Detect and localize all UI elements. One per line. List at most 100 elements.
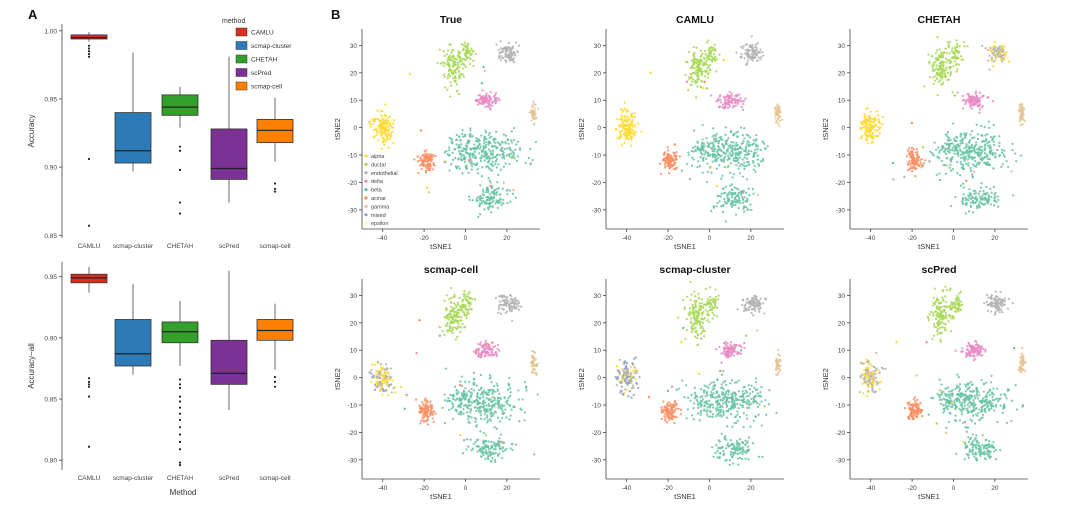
point-beta (701, 171, 704, 174)
point-beta (479, 145, 482, 148)
point-gamma (1018, 103, 1021, 107)
point-delta (732, 106, 735, 109)
point-beta (737, 206, 740, 210)
point-beta (491, 406, 494, 409)
point-acinar (672, 403, 675, 406)
point-ductal (442, 50, 445, 53)
point-ductal (937, 68, 940, 71)
point-acinar (423, 407, 426, 410)
point-delta (491, 354, 494, 357)
point-delta (967, 99, 970, 102)
point-endothelial (750, 308, 754, 311)
point-delta (978, 108, 982, 111)
panel-title: CHETAH (918, 14, 961, 26)
point-ductal (705, 87, 708, 90)
point-acinar (916, 162, 919, 166)
point-alpha (393, 391, 397, 394)
point-beta (709, 142, 712, 145)
point-beta (467, 390, 471, 393)
point-ductal (927, 53, 930, 56)
point-delta (486, 351, 490, 354)
point-alpha (385, 134, 388, 138)
point-beta (469, 404, 472, 407)
point-ductal (470, 47, 473, 50)
point-beta (974, 201, 977, 205)
point-endothelial (512, 57, 516, 60)
point-beta (954, 145, 957, 148)
point-beta (460, 398, 463, 401)
point-beta (737, 197, 741, 200)
point-beta (759, 148, 762, 152)
point-beta (491, 149, 495, 152)
point-alpha (387, 128, 391, 131)
point-ductal (699, 59, 703, 63)
point-beta (510, 130, 513, 133)
point-beta (481, 188, 485, 191)
point-ductal (448, 75, 452, 78)
point-alpha (392, 119, 395, 122)
point-beta (476, 197, 479, 200)
scatter-points (859, 36, 1026, 215)
point-ductal (932, 63, 936, 67)
point-beta (469, 394, 473, 397)
y-tick-label: 0 (841, 125, 845, 132)
point-beta (482, 190, 485, 193)
point-alpha (868, 132, 871, 135)
point-alpha (618, 130, 622, 133)
point-beta (451, 403, 455, 406)
point-beta (965, 162, 968, 165)
point-stray (953, 94, 957, 97)
point-delta (991, 100, 995, 103)
point-ductal (457, 55, 460, 59)
point-alpha (380, 123, 384, 126)
point-ductal (935, 64, 938, 67)
point-delta (481, 89, 484, 92)
point-alpha (387, 146, 390, 149)
point-beta (481, 401, 485, 404)
point-beta (755, 137, 758, 141)
point-ductal (936, 93, 939, 97)
point-acinar (424, 152, 427, 155)
point-beta (713, 147, 717, 151)
point-beta (509, 414, 512, 417)
legend-label: gamma (371, 204, 390, 210)
point-alpha (388, 375, 391, 378)
point-alpha (388, 115, 392, 118)
point-ductal (944, 75, 947, 79)
point-alpha (871, 126, 875, 129)
point-alpha (617, 124, 620, 127)
point-alpha (379, 370, 383, 373)
point-beta (705, 157, 708, 161)
legend-label: beta (371, 188, 383, 194)
point-ductal (450, 58, 453, 61)
point-ductal (464, 49, 467, 52)
point-beta (700, 146, 703, 149)
point-ductal (459, 330, 462, 334)
point-alpha (375, 133, 378, 136)
point-alpha (627, 375, 631, 378)
point-ductal (467, 293, 470, 296)
point-delta (964, 102, 967, 106)
point-beta (745, 164, 748, 168)
point-endothelial (1002, 47, 1005, 50)
point-delta (494, 350, 498, 354)
point-acinar (679, 412, 682, 416)
point-beta (511, 150, 514, 153)
point-beta (482, 447, 485, 450)
point-endothelial (1003, 54, 1007, 58)
panel-title: scmap-cluster (659, 264, 730, 276)
point-beta (971, 199, 975, 203)
point-delta (986, 96, 990, 99)
point-beta (979, 186, 983, 189)
point-beta (974, 197, 977, 200)
point-ductal (692, 57, 696, 60)
point-beta (738, 164, 741, 168)
point-beta (499, 143, 502, 146)
point-beta (976, 133, 980, 136)
box-scmap-cell (256, 303, 294, 388)
point-beta (949, 204, 953, 208)
point-beta (479, 373, 483, 377)
point-ductal (695, 46, 698, 49)
point-beta (730, 205, 734, 208)
